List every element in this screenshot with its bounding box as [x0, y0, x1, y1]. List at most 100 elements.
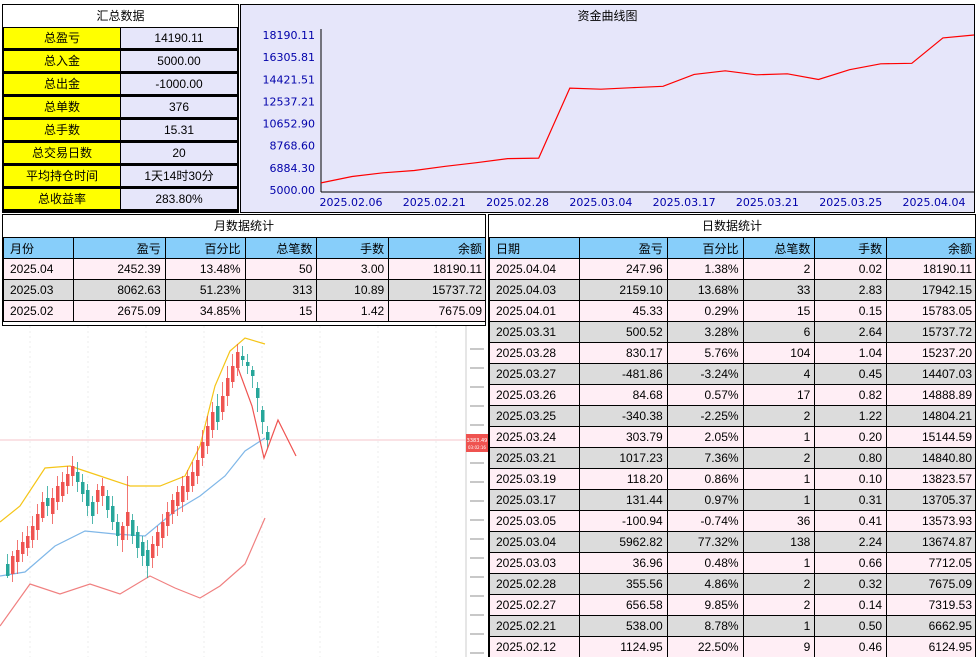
- summary-label: 总入金: [4, 51, 120, 71]
- table-row[interactable]: 2025.02.12 1124.95 22.50% 9 0.46 6124.95: [489, 636, 975, 657]
- table-cell: 5962.82: [578, 531, 668, 553]
- lower-band-line: [0, 517, 266, 627]
- table-row[interactable]: 2025.04.03 2159.10 13.68% 33 2.83 17942.15: [489, 279, 975, 301]
- column-header[interactable]: 手数: [814, 237, 888, 259]
- table-cell: 10.89: [316, 279, 390, 301]
- table-cell: 0.66: [814, 552, 888, 574]
- table-cell: 2025.03.31: [489, 321, 580, 343]
- x-tick-label: 2025.04.04: [903, 196, 966, 209]
- price-tick: [470, 462, 484, 464]
- column-header[interactable]: 日期: [489, 237, 580, 259]
- candle-body: [111, 506, 115, 522]
- table-row[interactable]: 2025.03.28 830.17 5.76% 104 1.04 15237.20: [489, 342, 975, 364]
- table-cell: 2: [742, 447, 816, 469]
- table-row[interactable]: 2025.03.03 36.96 0.48% 1 0.66 7712.05: [489, 552, 975, 574]
- x-tick-label: 2025.03.21: [736, 196, 799, 209]
- equity-series-line: [320, 34, 974, 184]
- column-header[interactable]: 百分比: [164, 237, 246, 259]
- candle-body: [141, 542, 145, 556]
- current-price-tag: [466, 434, 488, 452]
- candle-body: [76, 472, 80, 482]
- table-cell: 2025.03.27: [489, 363, 580, 385]
- table-row[interactable]: 2025.03 8062.63 51.23% 313 10.89 15737.72: [3, 279, 485, 301]
- table-cell: 355.56: [578, 573, 668, 595]
- candle-body: [56, 486, 60, 502]
- table-row[interactable]: 2025.04 2452.39 13.48% 50 3.00 18190.11: [3, 258, 485, 280]
- candle-body: [61, 482, 65, 496]
- daily-stats-table[interactable]: 日期 盈亏 百分比 总笔数 手数 余额 2025.04.04 247.96 1.38% 2 0.02…: [489, 237, 975, 657]
- projection-arrow[interactable]: [237, 367, 297, 461]
- column-header[interactable]: 总笔数: [244, 237, 318, 259]
- candle-body: [131, 520, 135, 536]
- equity-chart-panel: 资金曲线图 18190.11 16305.81 14421.51 12537.21 10…: [240, 4, 975, 213]
- summary-label: 总单数: [4, 97, 120, 117]
- column-header[interactable]: 月份: [3, 237, 74, 259]
- candle-body: [21, 542, 25, 554]
- summary-label: 总交易日数: [4, 143, 120, 163]
- table-cell: 6: [742, 321, 816, 343]
- table-cell: 2025.02: [3, 300, 74, 322]
- table-cell: 14840.80: [886, 447, 975, 469]
- table-row[interactable]: 2025.02.27 656.58 9.85% 2 0.14 7319.53: [489, 594, 975, 616]
- candle-body: [236, 352, 240, 368]
- candle-body: [41, 502, 45, 518]
- summary-row: 总交易日数 20: [3, 142, 238, 164]
- table-row[interactable]: 2025.03.31 500.52 3.28% 6 2.64 15737.72: [489, 321, 975, 343]
- candlestick-chart-panel[interactable]: 3383.49 03:02:16: [0, 326, 488, 657]
- table-cell: 0.80: [814, 447, 888, 469]
- candle-body: [266, 432, 270, 440]
- price-tick: [470, 652, 484, 654]
- column-header[interactable]: 余额: [886, 237, 975, 259]
- table-row[interactable]: 2025.03.17 131.44 0.97% 1 0.31 13705.37: [489, 489, 975, 511]
- table-cell: 22.50%: [666, 636, 744, 657]
- table-row[interactable]: 2025.03.26 84.68 0.57% 17 0.82 14888.89: [489, 384, 975, 406]
- table-row[interactable]: 2025.02 2675.09 34.85% 15 1.42 7675.09: [3, 300, 485, 322]
- candle-body: [36, 514, 40, 530]
- table-cell: 6124.95: [886, 636, 975, 657]
- table-cell: 0.45: [814, 363, 888, 385]
- candle-body: [136, 532, 140, 548]
- table-row[interactable]: 2025.02.28 355.56 4.86% 2 0.32 7675.09: [489, 573, 975, 595]
- table-row[interactable]: 2025.03.21 1017.23 7.36% 2 0.80 14840.80: [489, 447, 975, 469]
- column-header[interactable]: 手数: [316, 237, 390, 259]
- table-row[interactable]: 2025.03.05 -100.94 -0.74% 36 0.41 13573.93: [489, 510, 975, 532]
- table-row[interactable]: 2025.04.04 247.96 1.38% 2 0.02 18190.11: [489, 258, 975, 280]
- column-header[interactable]: 盈亏: [72, 237, 166, 259]
- summary-row: 总入金 5000.00: [3, 50, 238, 72]
- price-tick: [470, 405, 484, 407]
- column-header[interactable]: 总笔数: [742, 237, 816, 259]
- candle-body: [246, 362, 250, 366]
- table-row[interactable]: 2025.04.01 45.33 0.29% 15 0.15 15783.05: [489, 300, 975, 322]
- table-cell: 2025.03.24: [489, 426, 580, 448]
- table-row[interactable]: 2025.03.19 118.20 0.86% 1 0.10 13823.57: [489, 468, 975, 490]
- table-row[interactable]: 2025.03.24 303.79 2.05% 1 0.20 15144.59: [489, 426, 975, 448]
- candle-body: [261, 410, 265, 422]
- table-row[interactable]: 2025.03.27 -481.86 -3.24% 4 0.45 14407.03: [489, 363, 975, 385]
- table-cell: 1.22: [814, 405, 888, 427]
- column-header[interactable]: 百分比: [666, 237, 744, 259]
- summary-row: 平均持仓时间 1天14时30分: [3, 165, 238, 187]
- y-tick-label: 14421.51: [263, 73, 316, 86]
- table-cell: 2452.39: [72, 258, 166, 280]
- table-cell: 7319.53: [886, 594, 975, 616]
- table-cell: 2: [742, 573, 816, 595]
- table-cell: 2: [742, 594, 816, 616]
- table-cell: 1.04: [814, 342, 888, 364]
- table-row[interactable]: 2025.03.04 5962.82 77.32% 138 2.24 13674.87: [489, 531, 975, 553]
- table-row[interactable]: 2025.02.21 538.00 8.78% 1 0.50 6662.95: [489, 615, 975, 637]
- table-cell: 2025.04.04: [489, 258, 580, 280]
- current-price-label: 3383.49: [467, 438, 488, 444]
- table-row[interactable]: 2025.03.25 -340.38 -2.25% 2 1.22 14804.21: [489, 405, 975, 427]
- table-cell: 0.15: [814, 300, 888, 322]
- table-cell: 0.50: [814, 615, 888, 637]
- candle-body: [216, 406, 220, 422]
- table-cell: 2025.03.25: [489, 405, 580, 427]
- column-header[interactable]: 盈亏: [578, 237, 668, 259]
- candle-body: [221, 396, 225, 412]
- equity-chart-title: 资金曲线图: [577, 9, 638, 23]
- table-cell: 0.10: [814, 468, 888, 490]
- price-tick: [470, 557, 484, 559]
- table-cell: 1124.95: [578, 636, 668, 657]
- column-header[interactable]: 余额: [388, 237, 485, 259]
